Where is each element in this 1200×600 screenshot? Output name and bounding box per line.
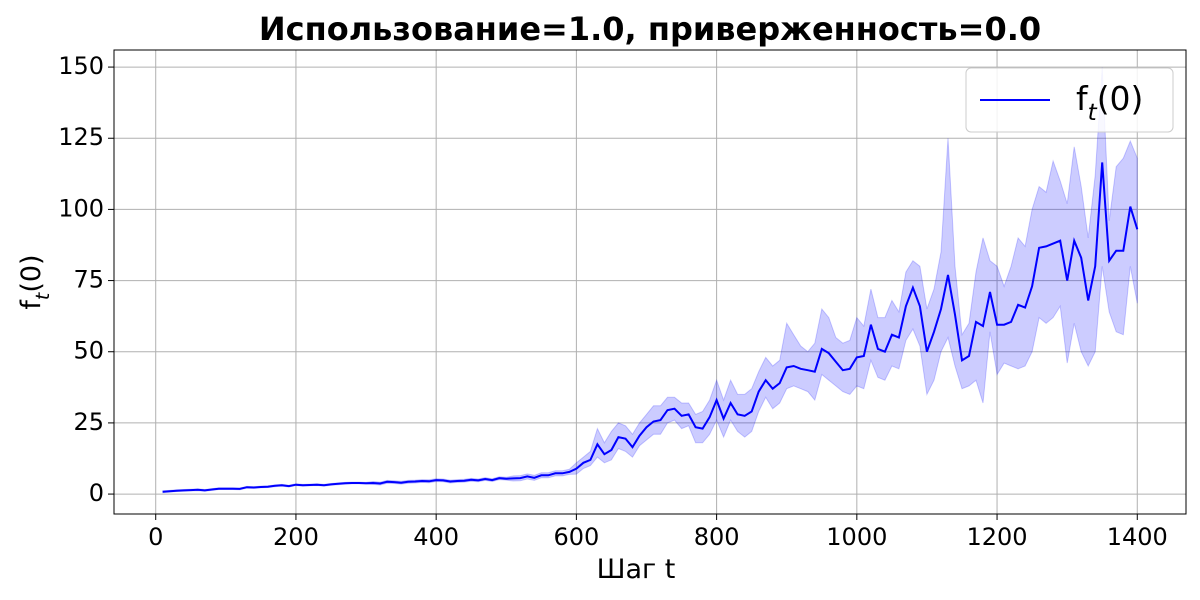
y-tick-label: 25: [73, 408, 104, 436]
y-axis-label: ft(0): [16, 254, 54, 309]
y-tick-label: 0: [89, 479, 104, 507]
x-tick-label: 1200: [967, 523, 1028, 551]
chart-title: Использование=1.0, приверженность=0.0: [259, 10, 1041, 48]
x-tick-label: 0: [148, 523, 163, 551]
x-axis-label: Шаг t: [597, 554, 676, 585]
legend-box: [965, 67, 1174, 133]
y-tick-label: 75: [73, 266, 104, 294]
x-tick-label: 1000: [826, 523, 887, 551]
legend-label: ft(0): [1076, 79, 1143, 126]
plot-frame: [113, 49, 1187, 515]
y-tick-label: 125: [58, 123, 104, 151]
x-tick-label: 1400: [1107, 523, 1168, 551]
grid: [114, 50, 1186, 514]
x-tick-label: 800: [694, 523, 740, 551]
y-tick-label: 150: [58, 52, 104, 80]
y-tick-label: 100: [58, 194, 104, 222]
x-tick-label: 200: [273, 523, 319, 551]
confidence-band: [162, 67, 1138, 494]
x-tick-label: 400: [413, 523, 459, 551]
x-tick-label: 600: [553, 523, 599, 551]
y-tick-label: 50: [73, 337, 104, 365]
series-line: [162, 162, 1139, 493]
